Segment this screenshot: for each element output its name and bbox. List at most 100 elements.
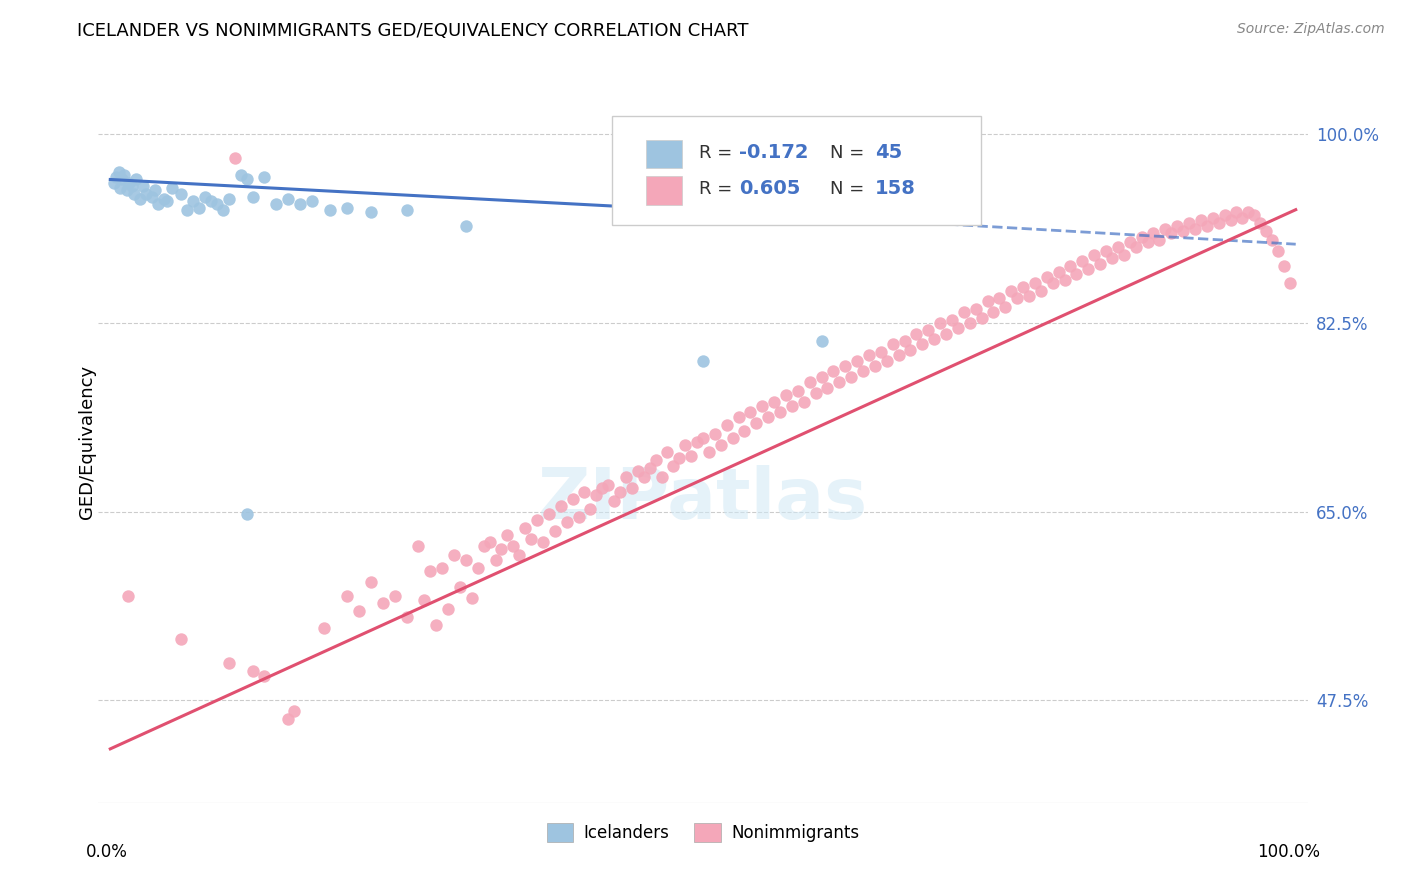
Point xyxy=(121,178,143,193)
Point xyxy=(681,449,703,463)
Point xyxy=(959,316,981,330)
Point xyxy=(952,305,974,319)
Point xyxy=(242,665,264,679)
Point xyxy=(817,381,839,395)
Point xyxy=(756,409,779,424)
Point xyxy=(1130,229,1153,244)
Point xyxy=(395,202,418,217)
Point xyxy=(1101,251,1123,265)
Point xyxy=(988,291,1011,305)
Point xyxy=(697,445,720,459)
Point xyxy=(170,186,193,201)
Point xyxy=(395,610,418,624)
Point xyxy=(1189,213,1212,227)
Point xyxy=(360,574,382,589)
Point xyxy=(852,364,875,378)
Point xyxy=(799,376,821,390)
Point xyxy=(846,353,869,368)
Point xyxy=(143,183,166,197)
Point xyxy=(941,312,963,326)
Text: R =: R = xyxy=(699,179,738,198)
Point xyxy=(135,186,157,201)
Point xyxy=(212,202,235,217)
Point xyxy=(1178,216,1201,230)
Point xyxy=(1042,276,1064,290)
Point xyxy=(887,348,910,362)
Point xyxy=(1071,254,1094,268)
Point xyxy=(858,348,880,362)
Point xyxy=(1036,269,1059,284)
Point xyxy=(591,481,613,495)
Point xyxy=(828,376,851,390)
Point xyxy=(1107,240,1129,254)
Point xyxy=(454,553,477,567)
Point xyxy=(1119,235,1142,249)
Point xyxy=(1000,284,1022,298)
Point xyxy=(1272,259,1295,273)
Point xyxy=(638,461,661,475)
Text: ZIPatlas: ZIPatlas xyxy=(538,465,868,533)
Point xyxy=(1249,216,1271,230)
Point xyxy=(970,310,993,325)
Point xyxy=(114,168,136,182)
Point xyxy=(935,326,957,341)
Point xyxy=(1024,276,1046,290)
Point xyxy=(103,176,125,190)
Point xyxy=(437,601,460,615)
Point xyxy=(478,534,501,549)
Point xyxy=(804,386,827,401)
Point xyxy=(710,438,733,452)
Point xyxy=(614,470,637,484)
Point xyxy=(1237,204,1260,219)
Point xyxy=(141,190,163,204)
Point xyxy=(823,364,845,378)
Point xyxy=(1232,211,1254,226)
Point xyxy=(1254,224,1277,238)
Point xyxy=(780,399,803,413)
Point xyxy=(763,394,786,409)
Point xyxy=(657,445,679,459)
FancyBboxPatch shape xyxy=(647,176,682,204)
Point xyxy=(1029,284,1052,298)
Point xyxy=(111,172,134,186)
Point xyxy=(620,481,643,495)
Point xyxy=(115,183,138,197)
Point xyxy=(347,604,370,618)
Point xyxy=(1195,219,1218,233)
Point xyxy=(1267,244,1289,258)
FancyBboxPatch shape xyxy=(613,116,981,225)
Point xyxy=(132,178,155,193)
Point xyxy=(419,564,441,578)
Point xyxy=(893,334,915,349)
Point xyxy=(194,190,217,204)
Point xyxy=(491,542,513,557)
Point xyxy=(467,560,489,574)
Point xyxy=(156,194,179,208)
Point xyxy=(288,197,311,211)
Point xyxy=(834,359,856,373)
Point xyxy=(360,204,382,219)
Point xyxy=(1213,208,1236,222)
Point xyxy=(146,197,169,211)
Point xyxy=(188,201,211,215)
Point xyxy=(235,172,257,186)
Point xyxy=(775,388,797,402)
Point xyxy=(108,181,131,195)
Point xyxy=(869,345,891,359)
Point xyxy=(1077,262,1099,277)
Point xyxy=(218,656,240,670)
Point xyxy=(644,453,666,467)
Point xyxy=(205,197,228,211)
Point xyxy=(318,202,340,217)
Point xyxy=(839,369,862,384)
Point xyxy=(264,197,287,211)
Point xyxy=(413,593,436,607)
Point xyxy=(1154,222,1177,236)
Point xyxy=(650,470,672,484)
Point xyxy=(1278,276,1301,290)
Point xyxy=(520,532,543,546)
Point xyxy=(703,427,725,442)
Point xyxy=(550,500,572,514)
Point xyxy=(627,464,650,478)
Point xyxy=(567,510,589,524)
